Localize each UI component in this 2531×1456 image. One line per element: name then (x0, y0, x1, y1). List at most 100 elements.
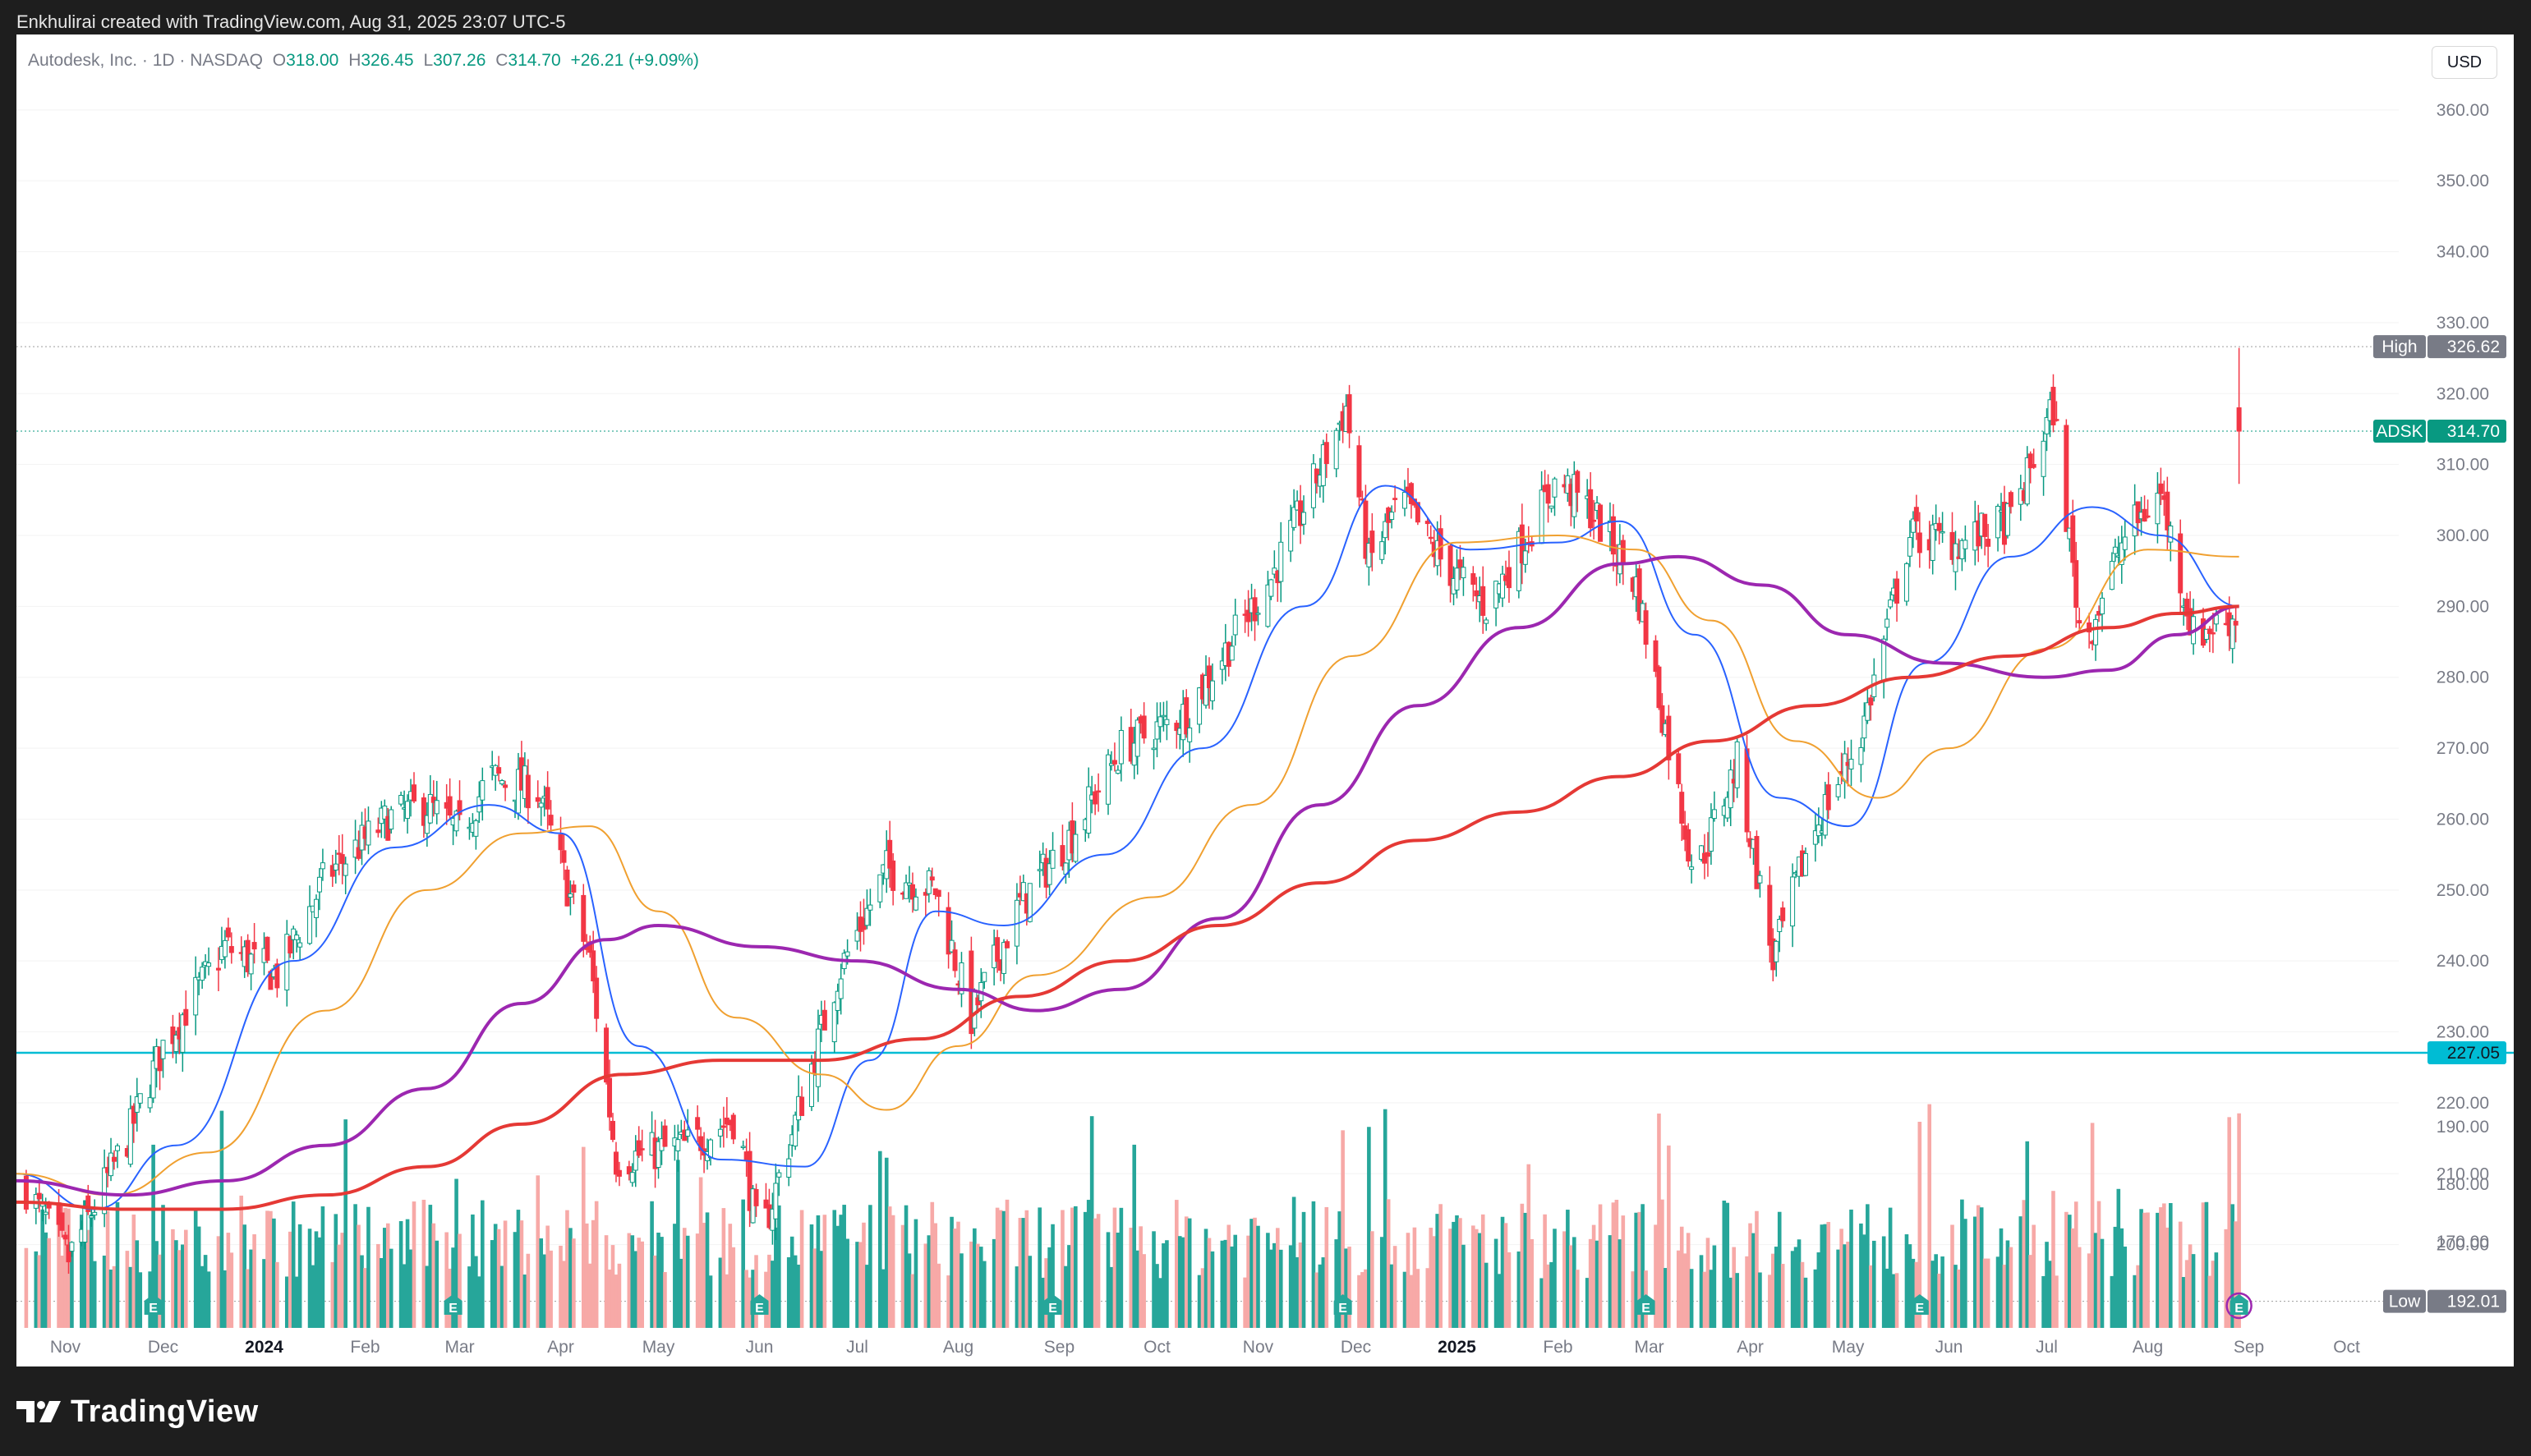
price-tick-label: 260.00 (2437, 810, 2489, 829)
volume-bar (992, 1238, 996, 1328)
candle-body (85, 1195, 91, 1212)
volume-bar (627, 1233, 632, 1328)
candle-body (1588, 489, 1594, 529)
volume-bar (1318, 1264, 1323, 1328)
volume-bar (1230, 1246, 1235, 1328)
volume-bar (1823, 1224, 1828, 1328)
candle-body (2073, 560, 2079, 609)
candle-body (913, 896, 918, 911)
candle-body (274, 963, 280, 989)
volume-bar (2230, 1204, 2234, 1328)
candle-body (1653, 640, 1659, 673)
volume-bar (2005, 1240, 2010, 1328)
candle-body (2207, 628, 2212, 635)
volume-bar (181, 1244, 185, 1328)
volume-bar (1588, 1238, 1593, 1328)
volume-bar (360, 1255, 364, 1328)
volume-bar (1732, 1247, 1736, 1328)
candle-body (1480, 586, 1486, 616)
volume-bar (1826, 1221, 1831, 1328)
candle-body (1708, 817, 1714, 852)
moving-average-line (16, 534, 2239, 1196)
candle-body (1620, 540, 1626, 565)
volume-bar (1220, 1240, 1225, 1328)
volume-bar (969, 1241, 973, 1328)
price-tick-label: 330.00 (2437, 314, 2489, 333)
volume-bar (1155, 1264, 1159, 1328)
candle-body (2041, 440, 2046, 477)
candle-body (1549, 505, 1554, 509)
candle-body (134, 1096, 140, 1113)
volume-bar (1654, 1224, 1658, 1328)
currency-button[interactable]: USD (2432, 46, 2497, 79)
volume-bar (973, 1228, 977, 1328)
time-tick-label: Mar (444, 1338, 474, 1357)
volume-bar (702, 1223, 706, 1328)
volume-bar (2113, 1226, 2118, 1328)
volume-bar (2224, 1229, 2229, 1328)
volume-bar (1116, 1233, 1121, 1328)
candle-body (1333, 429, 1339, 470)
volume-bar (1871, 1240, 1876, 1328)
volume-bar (842, 1205, 846, 1328)
volume-bar (1660, 1199, 1664, 1328)
volume-bar (471, 1214, 475, 1328)
candle-body (887, 839, 893, 869)
volume-bar (1800, 1261, 1805, 1328)
volume-bar (630, 1235, 635, 1328)
candle-body (1858, 746, 1864, 765)
volume-bar (774, 1227, 778, 1328)
earnings-marker: E (2225, 1292, 2253, 1320)
volume-bar (513, 1232, 518, 1328)
time-tick-label: May (642, 1338, 675, 1357)
candle-body (288, 936, 293, 954)
volume-bar (1869, 1265, 1873, 1328)
volume-bar (946, 1275, 950, 1328)
volume-bar (930, 1201, 935, 1328)
candle-body (2004, 503, 2010, 536)
volume-bar (1598, 1204, 1603, 1328)
candle-body (1141, 715, 1147, 739)
candle-body (1699, 845, 1705, 860)
bottom-bar: TradingView (0, 1366, 2531, 1456)
volume-bar (428, 1205, 433, 1328)
candle-body (1424, 521, 1430, 525)
volume-bar (1979, 1207, 1984, 1328)
candle-body (2155, 493, 2161, 525)
volume-bar (1024, 1210, 1029, 1328)
volume-bar (340, 1233, 345, 1328)
candle-body (720, 1125, 726, 1128)
volume-bar (1288, 1245, 1293, 1328)
volume-bar (2087, 1253, 2092, 1328)
volume-bar (1709, 1270, 1714, 1328)
price-tick-label: 220.00 (2437, 1094, 2489, 1113)
volume-bar (884, 1157, 889, 1328)
volume-bar (1755, 1210, 1759, 1328)
volume-bar (1061, 1210, 1065, 1328)
price-badge-tag: High (2381, 338, 2417, 356)
volume-bar (1995, 1256, 2000, 1328)
price-badge-tag: ADSK (2376, 422, 2423, 441)
volume-bar (839, 1215, 843, 1328)
candle-body (1940, 530, 1945, 534)
volume-bar (2184, 1260, 2189, 1328)
volume-bar (1435, 1214, 1439, 1328)
candle-body (1903, 563, 1909, 602)
volume-bar (2168, 1203, 2173, 1328)
candle-body (248, 953, 254, 975)
candle-body (1151, 747, 1157, 751)
volume-bar (1425, 1268, 1430, 1328)
volume-bar (2204, 1201, 2209, 1328)
candle-body (62, 1234, 68, 1240)
volume-bar (1793, 1247, 1798, 1328)
candle-body (1842, 753, 1848, 782)
candle-body (698, 1136, 704, 1151)
tradingview-logo[interactable]: TradingView (16, 1394, 259, 1429)
volume-bar (1771, 1253, 1775, 1328)
volume-bar (754, 1255, 758, 1328)
earnings-badge (750, 1294, 769, 1315)
volume-bar (1891, 1274, 1896, 1328)
